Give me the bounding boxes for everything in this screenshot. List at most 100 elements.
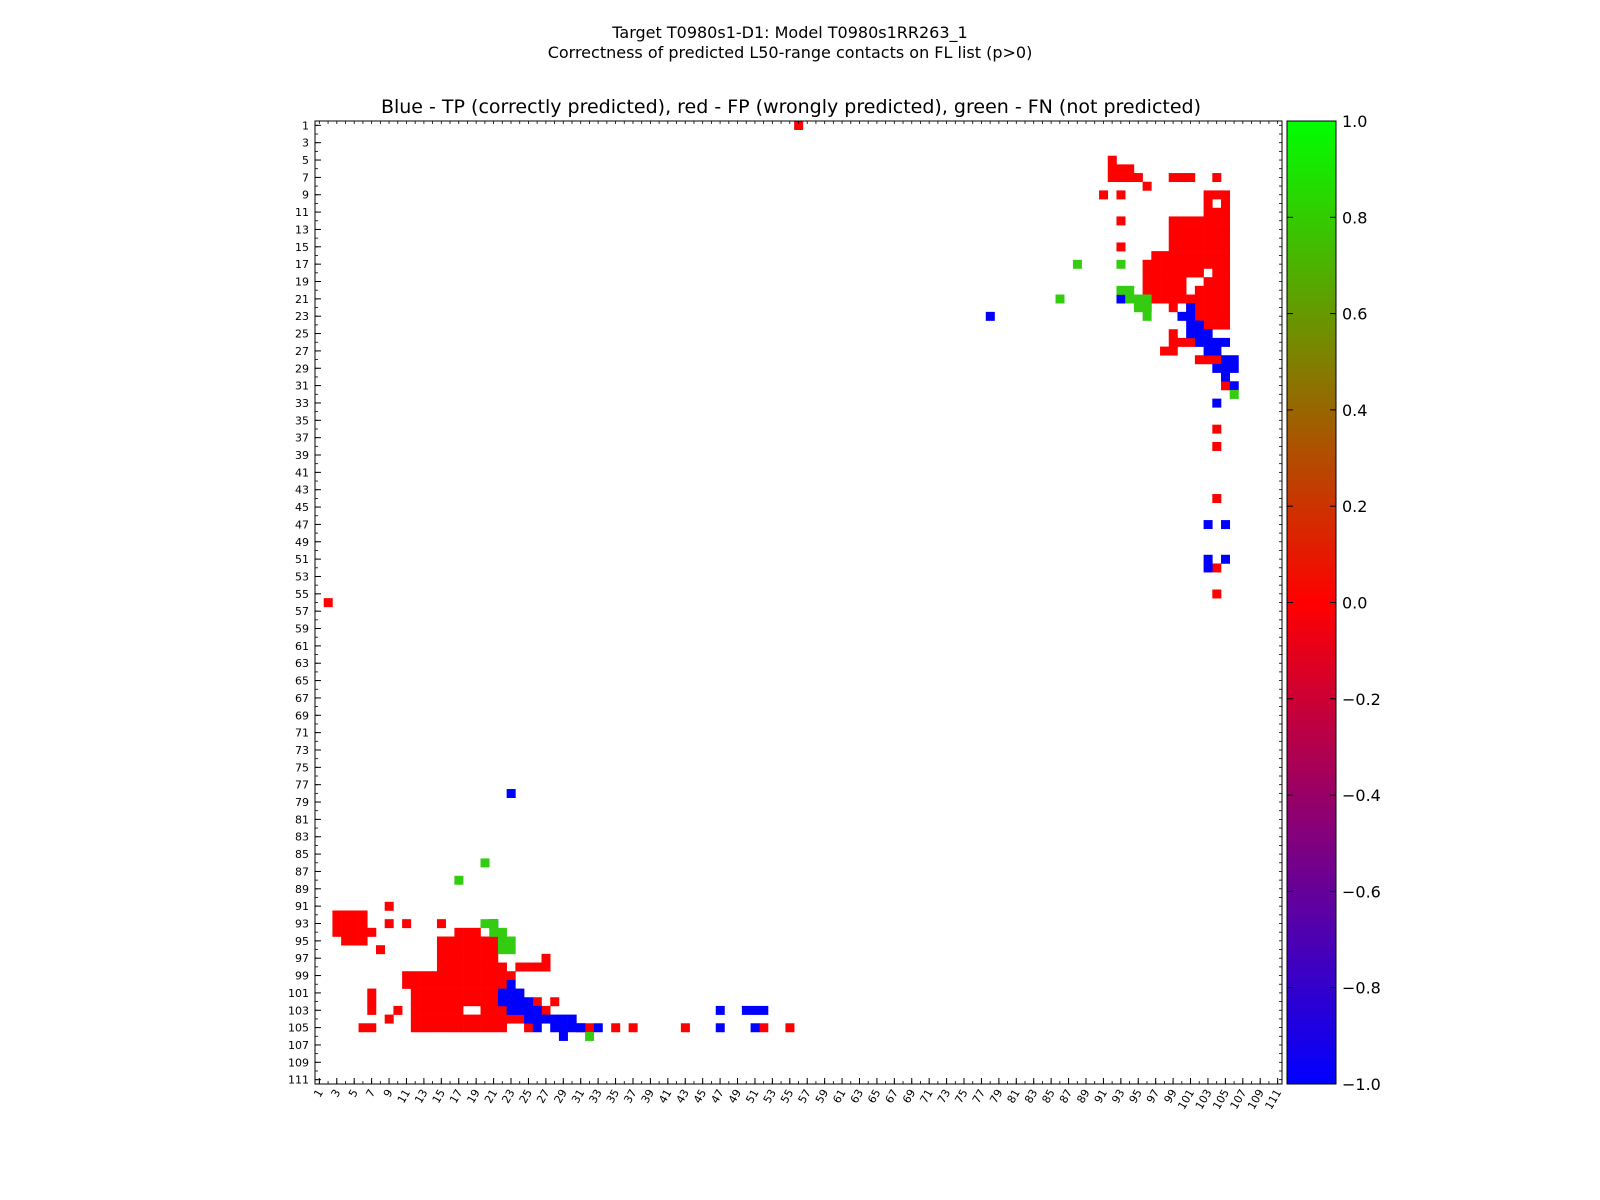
contact-cell-fp [1194,268,1204,278]
contact-cell-fp [1168,294,1178,304]
contact-cell-tp [515,1005,525,1015]
x-tick-label: 5 [346,1087,361,1100]
contact-cell-fn [454,875,464,885]
x-tick-label: 57 [796,1087,814,1106]
y-tick-label: 101 [288,987,309,1000]
contact-cell-fp [367,1005,377,1015]
contact-cell-fp [541,1005,551,1015]
contact-cell-tp [741,1005,751,1015]
y-tick-label: 83 [295,831,309,844]
x-tick-label: 77 [970,1087,988,1106]
contact-cell-tp [506,997,516,1007]
contact-cell-tp [1212,346,1222,356]
contact-cell-fp [480,971,490,981]
x-tick-label: 31 [569,1087,587,1106]
contact-cell-fp [1177,337,1187,347]
contact-cell-fp [332,910,342,920]
contact-cell-fp [454,945,464,955]
y-tick-label: 5 [302,154,309,167]
contact-cells [323,121,1239,1041]
contact-cell-fp [367,927,377,937]
contact-cell-tp [1116,294,1126,304]
contact-cell-fp [332,927,342,937]
contact-cell-fp [1194,303,1204,313]
contact-cell-fp [480,1023,490,1033]
x-tick-label: 103 [1193,1087,1215,1112]
y-tick-label: 15 [295,241,309,254]
contact-cell-fp [358,1023,368,1033]
y-tick-label: 63 [295,657,309,670]
contact-cell-fp [1203,311,1213,321]
colorbar-tick-label: 0.2 [1342,497,1367,516]
x-tick-label: 81 [1005,1087,1023,1106]
contact-cell-fp [471,936,481,946]
contact-cell-fp [1168,216,1178,226]
contact-cell-fp [1168,329,1178,339]
colorbar-tick-label: 0.6 [1342,305,1367,324]
contact-cell-fp [419,979,429,989]
contact-cell-fp [445,936,455,946]
contact-cell-tp [506,1005,516,1015]
contact-cell-fp [1177,294,1187,304]
contact-cell-fn [480,919,490,929]
contact-cell-tp [1194,320,1204,330]
y-tick-label: 107 [288,1039,309,1052]
y-tick-label: 35 [295,414,309,427]
contact-cell-fp [1212,589,1222,599]
contact-cell-fp [436,962,446,972]
contact-cell-fp [1116,216,1126,226]
contact-cell-fp [497,1005,507,1015]
contact-cell-fp [428,1005,438,1015]
contact-cell-fp [471,1023,481,1033]
contact-cell-fp [628,1023,638,1033]
x-tick-label: 71 [918,1087,936,1106]
contact-cell-fp [1194,251,1204,261]
contact-cell-fp [1151,277,1161,287]
contact-cell-fp [349,919,359,929]
contact-cell-fp [1221,268,1231,278]
contact-cell-fp [428,997,438,1007]
contact-cell-fp [1107,155,1117,165]
contact-cell-fp [349,910,359,920]
x-tick-label: 61 [830,1087,848,1106]
x-tick-label: 91 [1092,1087,1110,1106]
contact-cell-tp [750,1005,760,1015]
contact-cell-fp [1203,294,1213,304]
contact-cell-fp [436,1005,446,1015]
contact-cell-fp [367,988,377,998]
contact-cell-fp [1116,173,1126,183]
contact-cell-fn [506,945,516,955]
x-tick-label: 105 [1210,1087,1232,1112]
contact-cell-fp [1221,285,1231,295]
contact-cell-tp [1203,329,1213,339]
contact-cell-fp [463,979,473,989]
contact-cell-fp [1212,285,1222,295]
y-tick-label: 59 [295,623,309,636]
contact-cell-fp [1107,173,1117,183]
contact-cell-tp [1221,372,1231,382]
contact-cell-fp [1221,190,1231,200]
y-tick-label: 93 [295,918,309,931]
contact-cell-fn [480,858,490,868]
contact-cell-fp [1177,225,1187,235]
contact-cell-fp [471,971,481,981]
colorbar-tick-label: 1.0 [1342,112,1367,131]
contact-cell-fp [436,1014,446,1024]
contact-cell-fp [1177,259,1187,269]
contact-cell-fn [1125,285,1135,295]
contact-cell-tp [1203,337,1213,347]
contact-cell-fp [1221,233,1231,243]
colorbar-tick-label: −0.6 [1342,882,1381,901]
contact-cell-fp [1142,259,1152,269]
y-tick-label: 7 [302,171,309,184]
contact-cell-fp [541,962,551,972]
y-tick-label: 69 [295,709,309,722]
contact-cell-fp [1168,225,1178,235]
contact-cell-fp [471,988,481,998]
contact-cell-tp [497,988,507,998]
figure-title-line1: Target T0980s1-D1: Model T0980s1RR263_1 [611,23,967,43]
contact-cell-fp [497,979,507,989]
contact-cell-fp [515,1014,525,1024]
contact-cell-fp [445,979,455,989]
contact-cell-fp [358,919,368,929]
